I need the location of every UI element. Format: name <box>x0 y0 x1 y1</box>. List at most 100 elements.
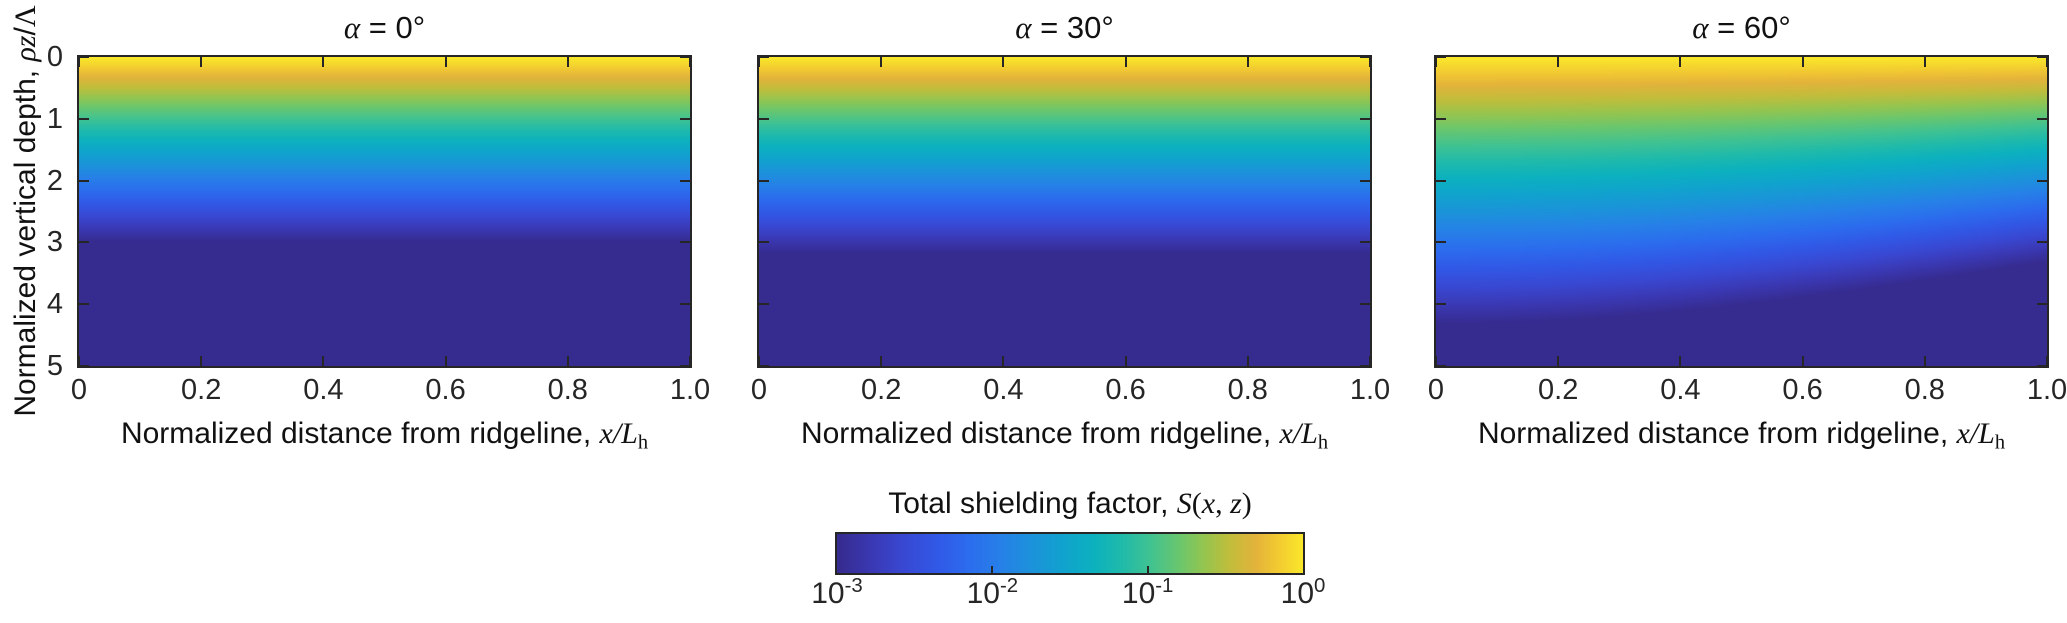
y-tick-mark <box>79 303 89 306</box>
x-tick-label: 0.4 <box>303 374 344 406</box>
y-tick-mark <box>1436 179 1446 182</box>
x-tick-label: 1.0 <box>669 374 711 406</box>
y-tick-mark <box>79 117 89 120</box>
colorbar <box>835 532 1305 575</box>
y-tick-mark <box>759 241 769 244</box>
text-run: x/L <box>599 417 638 450</box>
text-run: , <box>1215 487 1231 520</box>
x-tick-label: 0 <box>750 374 768 406</box>
x-tick-mark <box>566 57 569 67</box>
colorbar-title: Total shielding factor, S(x, z) <box>670 487 1470 521</box>
text-run: Normalized distance from ridgeline, <box>120 417 600 450</box>
x-tick-label: 0.2 <box>861 374 902 406</box>
y-tick-mark <box>680 179 690 182</box>
y-tick-mark <box>759 117 769 120</box>
exponent-text: -1 <box>1155 574 1174 597</box>
x-tick-mark <box>2046 356 2048 366</box>
y-tick-label: 4 <box>46 288 63 321</box>
x-tick-mark <box>78 57 80 67</box>
x-tick-mark <box>1246 57 1249 67</box>
x-tick-mark <box>880 57 883 67</box>
y-tick-mark <box>680 241 690 244</box>
x-tick-label: 0.2 <box>181 374 222 406</box>
text-run: h <box>1994 431 2006 454</box>
y-tick-mark <box>1436 365 1446 367</box>
y-tick-label: 2 <box>46 164 63 197</box>
y-tick-mark <box>1360 365 1370 367</box>
x-tick-mark <box>1679 57 1682 67</box>
text-run: Normalized distance from ridgeline, <box>800 417 1280 450</box>
y-tick-label: 5 <box>46 350 63 382</box>
y-tick-mark <box>2037 365 2047 367</box>
y-tick-mark <box>1436 117 1446 120</box>
y-tick-mark <box>79 241 89 244</box>
x-tick-mark <box>322 356 325 366</box>
x-tick-mark <box>1246 356 1249 366</box>
y-tick-mark <box>2037 117 2047 120</box>
x-tick-mark <box>758 57 760 67</box>
panel-title: α = 30° <box>757 10 1372 46</box>
y-tick-mark <box>79 365 89 367</box>
x-tick-mark <box>1557 57 1560 67</box>
x-tick-label: 0 <box>1427 374 1445 406</box>
text-run: Total shielding factor, <box>888 487 1177 520</box>
colorbar-tick-label: 10-1 <box>1078 574 1218 611</box>
text-run: S <box>1176 487 1192 520</box>
text-run: ( <box>1191 487 1202 520</box>
y-tick-mark <box>2037 179 2047 182</box>
text-run: 10 <box>811 577 845 610</box>
y-tick-mark <box>2037 303 2047 306</box>
y-tick-mark <box>1436 303 1446 306</box>
plot-box <box>1434 55 2049 368</box>
x-tick-mark <box>1435 57 1437 67</box>
x-axis-label: Normalized distance from ridgeline, x/Lh <box>1434 417 2049 455</box>
x-tick-mark <box>689 356 691 366</box>
x-tick-mark <box>200 356 203 366</box>
text-run: z <box>1230 487 1242 520</box>
y-tick-mark <box>680 365 690 367</box>
text-run: Normalized distance from ridgeline, <box>1477 417 1957 450</box>
x-tick-mark <box>1002 57 1005 67</box>
x-tick-label: 0.8 <box>1904 374 1945 406</box>
x-tick-mark <box>1679 356 1682 366</box>
y-tick-label: 3 <box>46 226 63 259</box>
text-run: x/L <box>1279 417 1318 450</box>
colorbar-tick-mark <box>1146 566 1149 573</box>
heatmap-canvas <box>759 57 1370 366</box>
x-tick-mark <box>689 57 691 67</box>
x-tick-mark <box>1923 57 1926 67</box>
colorbar-tick-label: 10-3 <box>767 574 907 611</box>
text-run: x/L <box>1956 417 1995 450</box>
x-tick-mark <box>1435 356 1437 366</box>
heatmap-canvas <box>79 57 690 366</box>
exponent-text: -3 <box>844 574 863 597</box>
x-tick-mark <box>78 356 80 366</box>
y-tick-mark <box>2037 241 2047 244</box>
y-tick-mark <box>759 56 769 58</box>
x-tick-mark <box>1369 57 1371 67</box>
x-tick-mark <box>444 356 447 366</box>
y-tick-mark <box>1360 241 1370 244</box>
x-tick-label: 0.6 <box>425 374 466 406</box>
text-run: = 60° <box>1708 10 1791 45</box>
colorbar-gradient-canvas <box>837 534 1303 573</box>
panel-title: α = 60° <box>1434 10 2049 46</box>
y-tick-mark <box>1436 241 1446 244</box>
exponent-text: -2 <box>999 574 1019 597</box>
colorbar-tick-label: 100 <box>1233 575 1373 611</box>
heatmap-canvas <box>1436 57 2047 366</box>
y-tick-mark <box>2037 56 2047 58</box>
y-tick-label: 1 <box>46 102 63 135</box>
plot-box <box>757 55 1372 368</box>
x-tick-label: 0.8 <box>1227 374 1268 406</box>
text-run: = 0° <box>360 10 426 45</box>
text-run: 10 <box>1121 577 1156 610</box>
x-tick-label: 1.0 <box>2026 374 2067 406</box>
x-tick-mark <box>1923 356 1926 366</box>
y-tick-mark <box>759 365 769 367</box>
x-axis-label: Normalized distance from ridgeline, x/Lh <box>757 417 1372 455</box>
text-run: x <box>1201 487 1216 520</box>
x-tick-mark <box>1369 356 1371 366</box>
y-tick-mark <box>680 56 690 58</box>
y-tick-mark <box>79 179 89 182</box>
